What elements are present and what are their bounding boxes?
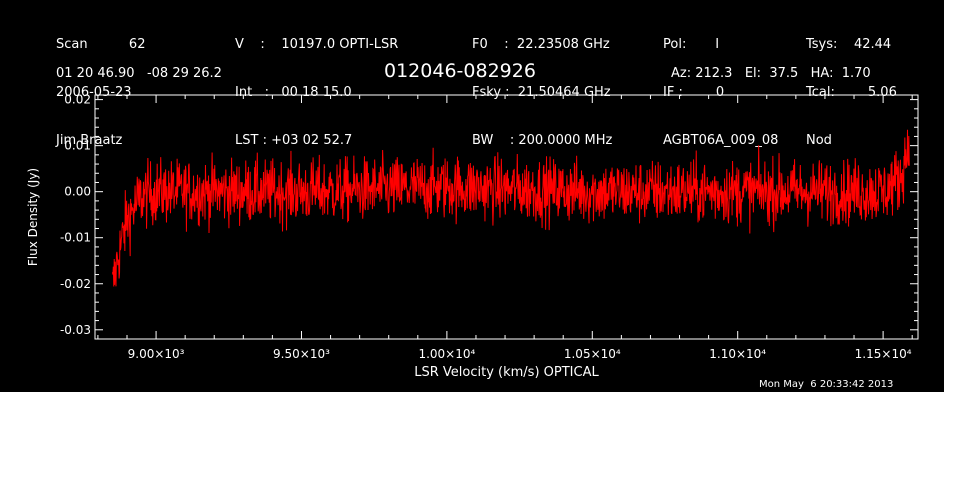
y-tick-label: -0.01 [60,231,91,245]
header-integration: Int : 00 18 15.0 [235,85,352,100]
header-col-pol: Pol: I IF : 0 AGBT06A_009_08 [663,5,778,181]
header-col-tsys: Tsys: 42.44 Tcal: 5.06 Nod [806,5,897,181]
header-azelha: Az: 212.3 El: 37.5 HA: 1.70 [671,66,871,81]
x-tick-label: 1.10×10⁴ [709,347,766,361]
y-tick-label: 0.00 [64,185,91,199]
header-col-scan: Scan 62 2006-05-23 Jim Braatz [56,5,145,181]
y-tick-label: 0.02 [64,93,91,107]
header-fsky: Fsky : 21.50464 GHz [472,85,611,100]
header-col-frequency: F0 : 22.23508 GHz Fsky : 21.50464 GHz BW… [472,5,612,181]
header-if: IF : 0 [663,85,725,100]
header-observer: Jim Braatz [56,133,123,148]
header-tcal: Tcal: 5.06 [806,85,897,100]
plot-frame [94,94,919,340]
spectrum-chart: 9.00×10³ 9.50×10³ 1.00×10⁴ 1.05×10⁴ 1.10×10⁴… [26,93,919,380]
spectrum-line [111,129,910,287]
x-tick-label: 9.00×10³ [128,347,185,361]
x-tick-label: 1.00×10⁴ [418,347,475,361]
header-lst: LST : +03 02 52.7 [235,133,353,148]
header-f0: F0 : 22.23508 GHz [472,37,610,52]
plot-panel: Scan 62 2006-05-23 Jim Braatz V : 10197.… [0,0,944,392]
header-velocity: V : 10197.0 OPTI-LSR [235,37,399,52]
timestamp: Mon May 6 20:33:42 2013 [759,379,894,390]
ticks-layer: 9.00×10³ 9.50×10³ 1.00×10⁴ 1.05×10⁴ 1.10×10⁴… [60,93,918,361]
header-pol: Pol: I [663,37,720,52]
x-tick-label: 1.15×10⁴ [855,347,912,361]
y-tick-label: -0.02 [60,277,91,291]
header-tsys: Tsys: 42.44 [806,37,892,52]
header-coords: 01 20 46.90 -08 29 26.2 [56,66,222,81]
header-bw: BW : 200.0000 MHz [472,133,613,148]
header-date: 2006-05-23 [56,85,132,100]
series-layer [111,129,910,287]
chart-title: 012046-082926 [384,60,536,82]
x-axis-label: LSR Velocity (km/s) OPTICAL [414,365,599,380]
x-tick-label: 9.50×10³ [273,347,330,361]
header-procedure: Nod [806,133,832,148]
x-tick-label: 1.05×10⁴ [564,347,621,361]
header-project: AGBT06A_009_08 [663,133,779,148]
y-tick-label: 0.01 [64,139,91,153]
y-axis-label: Flux Density (Jy) [26,168,40,266]
header-col-velocity: V : 10197.0 OPTI-LSR Int : 00 18 15.0 LS… [235,5,398,181]
y-tick-label: -0.03 [60,323,91,337]
header-scan: Scan 62 [56,37,146,52]
